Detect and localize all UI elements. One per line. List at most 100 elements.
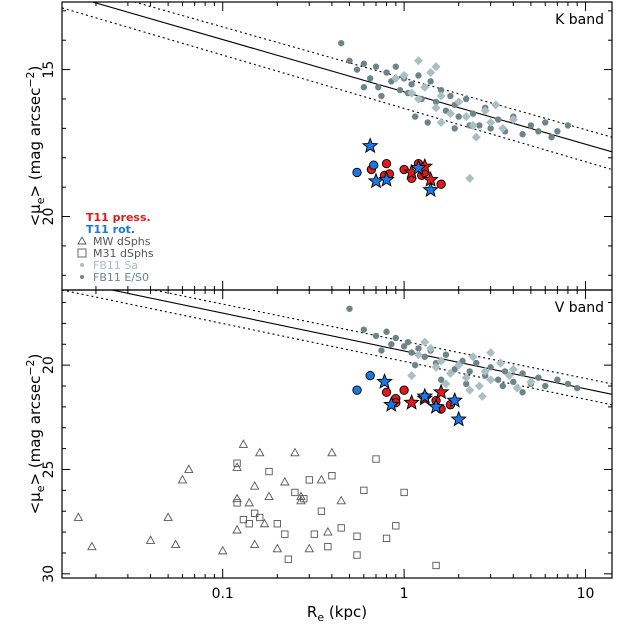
v-band-mw-dsphs-triangle-point-0 — [73, 512, 84, 521]
v-band-m31-dsphs-square-point-17 — [353, 551, 361, 559]
k-band-fb11-e-s0-dot-point-10 — [396, 86, 404, 94]
v-band-fb11-e-s0-dot-point-8 — [408, 349, 415, 356]
v-band-t11-rot-star-point-1 — [383, 396, 400, 412]
v-band-fb11-e-s0-dot-point-4 — [388, 341, 395, 348]
v-band-fb11-sa-diamond-point-19 — [477, 391, 487, 401]
v-band-m31-dsphs-square-point-23 — [432, 561, 440, 570]
k-band-fb11-sa-diamond-point-14 — [508, 115, 518, 125]
v-band-mw-dsphs-triangle-point-17 — [290, 447, 300, 457]
v-band-fb11-sa-diamond-point-9 — [474, 381, 484, 391]
k-band-fb11-sa-diamond-point-6 — [436, 91, 446, 101]
v-band-m31-dsphs-square-point-5 — [256, 513, 264, 522]
k-band-fb11-e-s0-dot-point-35 — [542, 119, 549, 126]
k-band-fb11-sa-diamond-point-15 — [436, 117, 446, 127]
x-tick-label-10: 10 — [577, 586, 595, 602]
v-band-m31-dsphs-square-point-4 — [251, 509, 259, 517]
v-band-fb11-sa-diamond-point-2 — [426, 343, 436, 353]
v-band-fb11-e-s0-dot-point-7 — [404, 338, 412, 346]
v-band-m31-dsphs-square-point-2 — [239, 515, 248, 524]
v-band-fb11-e-s0-dot-point-20 — [494, 376, 502, 383]
v-band-mw-dsphs-triangle-point-2 — [145, 535, 156, 544]
k-band-fb11-e-s0-dot-point-0 — [338, 39, 345, 47]
v-band-mw-dsphs-triangle-point-9 — [238, 439, 249, 448]
v-band-fb11-e-s0-dot-point-10 — [421, 353, 428, 360]
x-tick-label-1: 1 — [400, 586, 409, 602]
v-band-mw-dsphs-triangle-point-20 — [316, 474, 327, 484]
v-band-m31-dsphs-square-point-18 — [360, 486, 368, 494]
k-band-fb11-sa-diamond-point-4 — [426, 68, 436, 78]
v-band-m31-dsphs-square-point-3 — [245, 520, 253, 528]
v-band-fb11-sa-diamond-point-7 — [461, 373, 471, 383]
k-band-fit-line — [90, 2, 612, 153]
k-band-fb11-sa-diamond-point-19 — [413, 56, 423, 66]
v-band-fb11-e-s0-dot-point-17 — [473, 359, 480, 367]
k-band-fb11-e-s0-dot-point-21 — [447, 92, 454, 100]
v-band-t11-rot-star-point-2 — [416, 387, 434, 404]
v-band-fb11-e-s0-dot-point-31 — [411, 361, 419, 369]
k-band-fb11-e-s0-dot-point-32 — [519, 131, 526, 138]
k-band-fb11-e-s0-dot-point-13 — [408, 81, 415, 88]
k-band-t11-rot-star-point-2 — [378, 171, 395, 187]
k-band-fb11-e-s0-dot-point-42 — [360, 84, 368, 91]
k-band-t11-rot-star-point-0 — [361, 137, 379, 154]
legend-square-icon — [77, 248, 87, 258]
k-band-fb11-e-s0-dot-point-33 — [527, 122, 535, 129]
v-band-fb11-e-s0-dot-point-28 — [564, 380, 572, 388]
v-band-m31-dsphs-square-point-22 — [400, 488, 408, 497]
v-band-fb11-e-s0-dot-point-35 — [519, 389, 526, 396]
v-band-m31-dsphs-square-point-20 — [382, 534, 391, 542]
v-band-fb11-sa-diamond-point-0 — [413, 350, 423, 360]
v-band-fb11-sa-diamond-point-14 — [512, 383, 522, 393]
v-band-mw-dsphs-triangle-point-13 — [259, 518, 270, 528]
v-band-fb11-e-s0-dot-point-34 — [499, 382, 506, 390]
v-band-mw-dsphs-triangle-point-25 — [232, 493, 242, 503]
v-band-fb11-e-s0-dot-point-27 — [554, 376, 561, 383]
k-band-fb11-e-s0-dot-point-6 — [375, 84, 382, 91]
v-band-fb11-e-s0-dot-point-26 — [542, 382, 549, 390]
v-band-m31-dsphs-square-point-6 — [265, 467, 273, 476]
k-band-fb11-e-s0-dot-point-9 — [392, 63, 400, 70]
v-band-mw-dsphs-triangle-point-19 — [304, 543, 315, 553]
k-band-fb11-sa-diamond-point-18 — [431, 62, 441, 72]
k-band-t11-press-circle-point-9 — [436, 179, 446, 189]
v-band-y-axis-label: <μe> (mag arcsec−2) — [24, 354, 47, 515]
v-band-m31-dsphs-square-point-12 — [317, 507, 326, 515]
k-band-fit-lower — [132, 2, 612, 138]
v-band-fb11-sa-diamond-point-10 — [480, 366, 490, 376]
v-band-plot-content — [62, 290, 612, 570]
k-band-fb11-e-s0-dot-point-28 — [487, 125, 494, 132]
k-band-fb11-sa-diamond-point-20 — [391, 73, 401, 83]
v-band-y-tick-label-30: 30 — [41, 565, 57, 583]
v-band-m31-dsphs-square-point-11 — [305, 476, 313, 484]
k-band-fb11-sa-diamond-point-3 — [420, 82, 430, 92]
v-band-fb11-sa-diamond-point-5 — [445, 368, 455, 378]
v-band-y-tick-label-20: 20 — [41, 356, 57, 374]
v-band-mw-dsphs-triangle-point-3 — [163, 512, 173, 521]
v-band-mw-dsphs-triangle-point-1 — [87, 541, 97, 551]
v-band-mw-dsphs-triangle-point-11 — [254, 447, 265, 457]
v-band-fb11-sa-diamond-point-6 — [454, 360, 464, 370]
v-band-m31-dsphs-square-point-16 — [353, 532, 361, 540]
v-band-fb11-e-s0-dot-point-30 — [378, 347, 385, 354]
legend-label-t11-press: T11 press. — [86, 211, 151, 224]
legend-label-fb11-sa: FB11 Sa — [93, 259, 138, 272]
k-band-fb11-e-s0-dot-point-3 — [360, 60, 368, 67]
k-band-fb11-e-s0-dot-point-38 — [564, 122, 572, 129]
v-band-m31-dsphs-square-point-13 — [324, 543, 332, 551]
k-band-fb11-sa-diamond-point-17 — [465, 173, 475, 183]
v-band-fb11-sa-diamond-point-15 — [526, 377, 536, 387]
v-band-t11-rot-circle-point-0 — [352, 385, 362, 395]
legend-label-m31-dsphs: M31 dSphs — [93, 247, 154, 260]
v-band-m31-dsphs-square-point-19 — [372, 455, 380, 463]
k-band-fb11-e-s0-dot-point-14 — [415, 72, 422, 79]
v-band-fb11-sa-diamond-point-8 — [468, 352, 478, 362]
k-band-t11-rot-circle-point-0 — [352, 167, 362, 178]
v-band-fit-upper — [150, 290, 612, 385]
k-band-fb11-e-s0-dot-point-1 — [346, 57, 353, 64]
v-band-mw-dsphs-triangle-point-23 — [336, 495, 346, 505]
v-band-mw-dsphs-triangle-point-7 — [217, 545, 228, 555]
v-band-fb11-e-s0-dot-point-5 — [392, 334, 400, 342]
v-band-fb11-e-s0-dot-point-15 — [459, 357, 466, 365]
v-band-fb11-sa-diamond-point-11 — [486, 375, 496, 385]
